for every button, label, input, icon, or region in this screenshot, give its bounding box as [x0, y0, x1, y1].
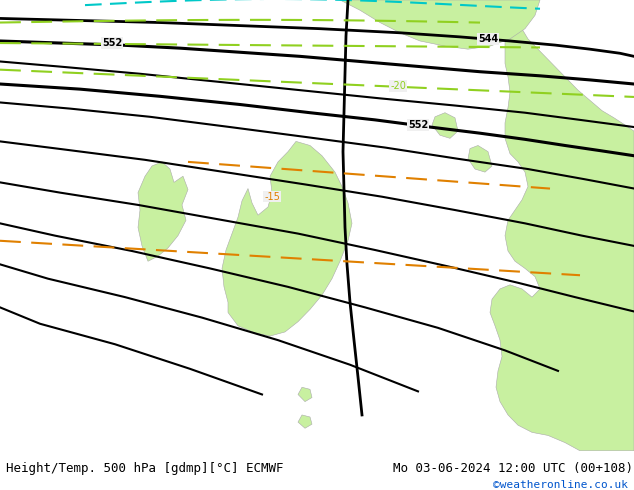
- Text: -15: -15: [264, 192, 280, 202]
- Text: Height/Temp. 500 hPa [gdmp][°C] ECMWF: Height/Temp. 500 hPa [gdmp][°C] ECMWF: [6, 462, 284, 475]
- Polygon shape: [340, 0, 540, 49]
- Polygon shape: [298, 415, 312, 428]
- Polygon shape: [490, 0, 634, 451]
- Text: -20: -20: [390, 81, 406, 91]
- Polygon shape: [222, 142, 352, 336]
- Polygon shape: [468, 146, 492, 172]
- Text: 552: 552: [408, 120, 428, 130]
- Text: Mo 03-06-2024 12:00 UTC (00+108): Mo 03-06-2024 12:00 UTC (00+108): [393, 462, 633, 475]
- Polygon shape: [298, 387, 312, 402]
- Polygon shape: [432, 113, 458, 138]
- Text: 552: 552: [102, 38, 122, 48]
- Text: 544: 544: [478, 34, 498, 44]
- Polygon shape: [138, 162, 188, 261]
- Text: ©weatheronline.co.uk: ©weatheronline.co.uk: [493, 480, 628, 490]
